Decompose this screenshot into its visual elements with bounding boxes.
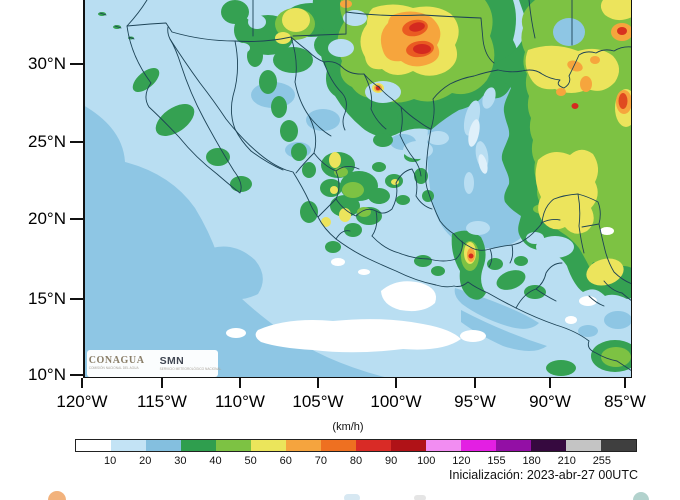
lat-tick-mark [70,141,83,143]
wind-under-10-regions [226,119,614,353]
colorbar-tick-value: 210 [557,455,576,467]
colorbar-tick-value: 70 [314,455,327,467]
lat-tick-label: 20°N [28,209,66,228]
colorbar-cell [251,440,286,451]
lon-tick-mark [624,378,626,388]
colorbar-cell [181,440,216,451]
lon-tick-label: 110°W [215,392,265,411]
lon-tick-mark [239,378,241,388]
lon-tick-mark [317,378,319,388]
colorbar-tick-value: 180 [522,455,541,467]
lat-tick-label: 30°N [28,54,66,73]
lon-tick-label: 100°W [370,392,422,411]
cropped-footer-logo-4 [633,492,649,500]
colorbar-cell [286,440,321,451]
lon-tick-mark [81,378,83,388]
lat-tick-mark [70,298,83,300]
map-canvas: CONAGUA COMISIÓN NACIONAL DEL AGUA SMN S… [83,0,632,378]
colorbar-tick-value: 30 [174,455,187,467]
colorbar-tick-value: 40 [209,455,222,467]
colorbar-cell [111,440,146,451]
colorbar-tick-value: 10 [104,455,117,467]
conagua-wordmark: CONAGUA [88,355,145,367]
map-right-border [630,0,632,378]
lat-tick-mark [70,63,83,65]
colorbar-tick-value: 80 [349,455,363,467]
lat-tick-mark [70,218,83,220]
conagua-subtext: COMISIÓN NACIONAL DEL AGUA [88,366,139,371]
colorbar-tick-value: 100 [417,455,436,467]
colorbar-cell [216,440,251,451]
lon-tick-mark [395,378,397,388]
map-left-border [83,0,85,378]
smn-subtext: SERVICIO METEOROLÓGICO NACIONAL [159,366,222,371]
lon-tick-mark [549,378,551,388]
colorbar-cell [76,440,111,451]
lon-tick-label: 105°W [292,392,344,411]
lon-tick-label: 95°W [454,392,496,411]
mississippi-20-30-patch [553,18,585,46]
lon-tick-label: 120°W [56,392,108,411]
colorbar-cell [461,440,496,451]
colorbar-cell [321,440,356,451]
lon-tick-label: 85°W [604,392,646,411]
colorbar-tick-value: 60 [279,455,292,467]
lon-tick-mark [161,378,163,388]
colorbar-cell [531,440,566,451]
lon-tick-label: 90°W [529,392,571,411]
agency-logo-box: CONAGUA COMISIÓN NACIONAL DEL AGUA SMN S… [87,350,221,377]
lat-tick-mark [70,374,83,376]
colorbar-tick-value: 155 [487,455,506,467]
lat-tick-label: 25°N [28,132,66,151]
wind-speed-filled-contour-map [83,0,632,378]
initialization-timestamp: Inicialización: 2023-abr-27 00UTC [449,468,638,482]
coastline-borders [99,0,632,372]
colorbar-cell [496,440,531,451]
cropped-footer-logo-2 [344,494,360,500]
map-bottom-border [83,376,632,378]
smn-wordmark: SMN [159,355,185,368]
colorbar-tick-value: 50 [244,455,257,467]
colorbar-tick-value: 255 [592,455,612,467]
legend-unit-label: (km/h) [332,421,364,433]
lat-tick-label: 15°N [28,289,66,308]
colorbar-cell [391,440,426,451]
lon-tick-mark [474,378,476,388]
lat-tick-label: 10°N [28,365,66,384]
colorbar-cell [426,440,461,451]
colorbar-tick-value: 120 [452,455,471,467]
colorbar-cell [601,440,636,451]
colorbar-cell [146,440,181,451]
colorbar-tick-value: 20 [139,455,152,467]
wind-speed-colorbar [75,439,637,452]
colorbar-cell [356,440,391,451]
cropped-footer-logo-3 [414,495,426,500]
colorbar-cell [566,440,601,451]
lon-tick-label: 115°W [137,392,187,411]
cropped-footer-logo-1 [48,491,66,500]
colorbar-tick-value: 90 [385,455,398,467]
